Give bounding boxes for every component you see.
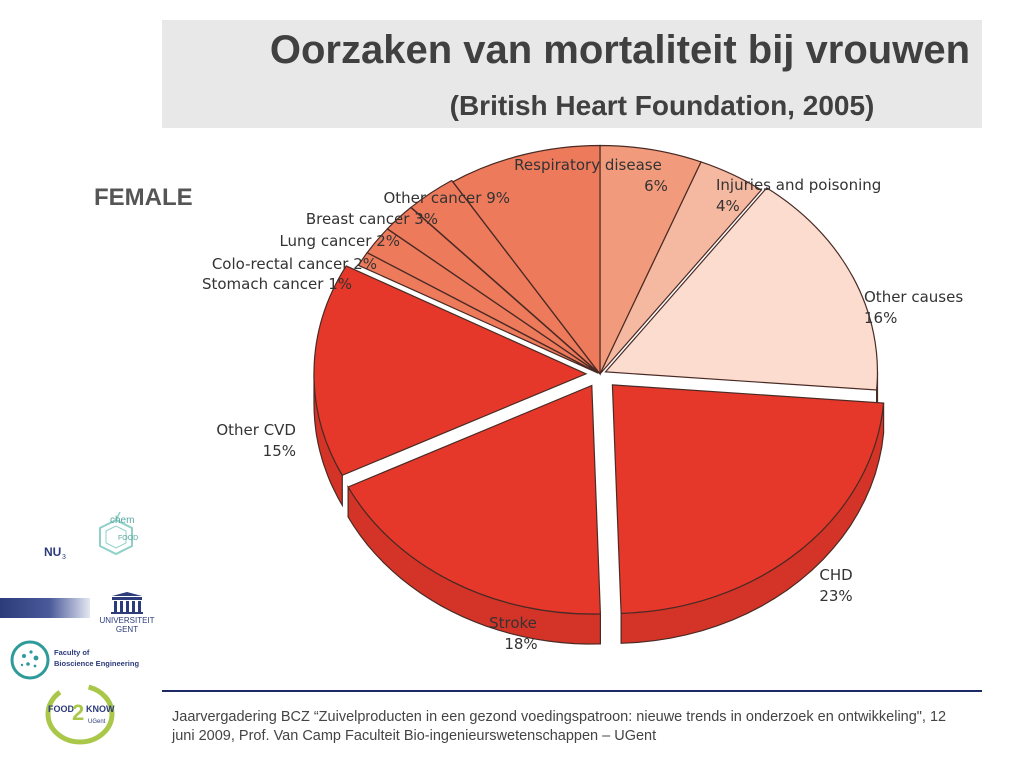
ugent-logo: UNIVERSITEIT GENT — [99, 592, 155, 634]
pie-tops — [313, 144, 885, 615]
pie-slice-injuries-and-poisoning — [599, 161, 763, 375]
pie-labels: Respiratory disease 6% Injuries and poison… — [202, 156, 963, 653]
f2k-know: KNOW — [86, 704, 115, 714]
ugent-line2: GENT — [116, 625, 138, 634]
label-other-cancer: Other cancer 9% — [383, 189, 510, 207]
label-lung-cancer: Lung cancer 2% — [279, 232, 400, 250]
logo-nu-text: NU — [44, 545, 61, 559]
page-title: Oorzaken van mortaliteit bij vrouwen — [269, 28, 970, 72]
f2k-food: FOOD — [48, 704, 74, 714]
logo-food-text: FOOD — [118, 535, 138, 542]
logo-chem-text: chem — [110, 515, 134, 526]
ugent-line1: UNIVERSITEIT — [99, 616, 154, 625]
food2know-logo: FOOD 2 KNOW UGent — [45, 683, 115, 745]
panel-label: FEMALE — [94, 184, 193, 211]
f2k-two: 2 — [72, 700, 84, 725]
faculty-line2: Bioscience Engineering — [54, 659, 139, 668]
pie-slice-stroke — [347, 384, 602, 615]
nu3-food-logo: FOOD NU 3 chem — [44, 512, 138, 561]
label-breast-cancer: Breast cancer 3% — [306, 210, 438, 228]
pie-slice-other-cancer — [451, 144, 601, 376]
f2k-sub: UGent — [88, 719, 106, 725]
faculty-line1: Faculty of — [54, 648, 90, 657]
label-stomach-cancer: Stomach cancer 1% — [202, 275, 352, 293]
label-colo-rectal-cancer: Colo-rectal cancer 2% — [212, 255, 377, 273]
label-other-causes: Other causes 16% — [864, 288, 963, 327]
pie-slice-other-cvd — [313, 265, 588, 477]
pie-slice-other-causes — [604, 187, 879, 391]
label-stroke: Stroke 18% — [489, 614, 538, 653]
pie-chart: Respiratory disease 6% Injuries and poison… — [202, 144, 963, 653]
footer-divider — [162, 690, 982, 692]
footer-text: Jaarvergadering BCZ “Zuivelproducten in … — [172, 709, 947, 744]
pie-slice-breast-cancer — [410, 179, 600, 374]
label-chd: CHD 23% — [819, 566, 852, 605]
title-banner: Oorzaken van mortaliteit bij vrouwen (Br… — [162, 20, 982, 128]
page-subtitle: (British Heart Foundation, 2005) — [449, 90, 875, 121]
pie-slice-chd — [611, 384, 885, 614]
faculty-logo: Faculty of Bioscience Engineering — [10, 640, 139, 680]
label-other-cvd: Other CVD 15% — [216, 421, 296, 460]
sidebar-stripe — [0, 598, 90, 618]
logo-nu-sub: 3 — [62, 554, 66, 561]
label-injuries-and-poisoning: Injuries and poisoning 4% — [716, 176, 881, 215]
label-respiratory-disease: Respiratory disease 6% — [514, 156, 668, 195]
